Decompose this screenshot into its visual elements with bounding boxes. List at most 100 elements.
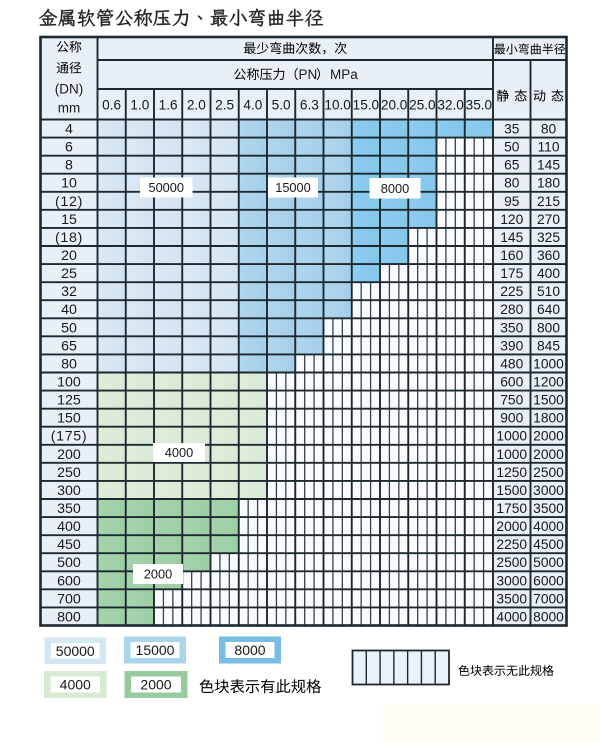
svg-text:4.0: 4.0: [243, 98, 262, 113]
svg-text:1500: 1500: [533, 393, 564, 408]
svg-text:4: 4: [65, 122, 73, 138]
svg-text:50000: 50000: [56, 643, 95, 659]
svg-text:50: 50: [61, 320, 77, 336]
svg-text:400: 400: [537, 266, 560, 281]
svg-text:4000: 4000: [60, 677, 91, 693]
svg-text:25.0: 25.0: [409, 98, 436, 113]
svg-text:215: 215: [537, 194, 560, 209]
svg-text:7000: 7000: [533, 591, 564, 606]
svg-text:640: 640: [537, 302, 560, 317]
svg-text:600: 600: [500, 375, 523, 390]
svg-text:10: 10: [61, 176, 77, 192]
svg-text:145: 145: [537, 158, 560, 173]
svg-text:2.5: 2.5: [215, 98, 234, 113]
svg-text:1800: 1800: [533, 411, 564, 426]
svg-text:2000: 2000: [496, 519, 527, 534]
svg-text:8000: 8000: [533, 609, 564, 624]
svg-text:750: 750: [500, 393, 523, 408]
svg-text:50: 50: [504, 140, 520, 155]
svg-text:400: 400: [57, 519, 81, 535]
svg-text:15.0: 15.0: [353, 98, 380, 113]
svg-text:6.3: 6.3: [300, 98, 319, 113]
svg-text:(DN): (DN): [55, 82, 84, 97]
svg-text:2250: 2250: [496, 537, 527, 552]
svg-text:4000: 4000: [533, 519, 564, 534]
svg-text:1000: 1000: [496, 429, 527, 444]
svg-text:3000: 3000: [533, 483, 564, 498]
svg-text:80: 80: [504, 176, 520, 191]
svg-text:40: 40: [61, 302, 77, 318]
svg-text:80: 80: [541, 122, 557, 137]
svg-text:50000: 50000: [148, 180, 184, 195]
svg-text:1000: 1000: [533, 356, 564, 371]
svg-text:4500: 4500: [533, 537, 564, 552]
svg-text:180: 180: [537, 176, 560, 191]
svg-text:(175): (175): [51, 429, 88, 445]
svg-text:15: 15: [61, 212, 77, 228]
svg-text:145: 145: [500, 230, 523, 245]
svg-text:125: 125: [57, 393, 81, 409]
svg-text:6: 6: [65, 140, 73, 156]
svg-text:270: 270: [537, 212, 560, 227]
svg-text:10.0: 10.0: [324, 98, 351, 113]
svg-text:65: 65: [61, 338, 77, 354]
svg-text:2000: 2000: [140, 677, 171, 693]
svg-text:35: 35: [504, 122, 520, 137]
svg-text:110: 110: [538, 140, 560, 155]
svg-text:2000: 2000: [533, 429, 564, 444]
svg-text:200: 200: [57, 447, 81, 463]
svg-text:5000: 5000: [533, 555, 564, 570]
svg-text:1200: 1200: [533, 375, 564, 390]
svg-text:150: 150: [57, 411, 81, 427]
svg-text:6000: 6000: [533, 573, 564, 588]
svg-text:15000: 15000: [136, 642, 175, 658]
svg-text:845: 845: [537, 338, 560, 353]
svg-text:3500: 3500: [496, 591, 527, 606]
svg-text:500: 500: [57, 555, 81, 571]
svg-text:4000: 4000: [496, 609, 527, 624]
svg-text:5.0: 5.0: [272, 98, 291, 113]
svg-text:2.0: 2.0: [187, 98, 206, 113]
svg-text:350: 350: [500, 320, 523, 335]
svg-text:800: 800: [57, 609, 81, 625]
svg-text:1750: 1750: [496, 501, 527, 516]
svg-text:32: 32: [61, 284, 77, 300]
svg-text:(12): (12): [55, 194, 83, 210]
svg-text:15000: 15000: [275, 180, 311, 195]
svg-text:65: 65: [504, 158, 520, 173]
svg-text:350: 350: [57, 501, 81, 517]
svg-text:1.0: 1.0: [130, 98, 149, 113]
svg-text:250: 250: [57, 465, 81, 481]
svg-text:480: 480: [500, 356, 523, 371]
svg-text:325: 325: [537, 230, 560, 245]
svg-text:4000: 4000: [165, 445, 193, 460]
svg-text:PN: PN: [299, 67, 318, 82]
svg-text:32.0: 32.0: [437, 98, 464, 113]
svg-text:8000: 8000: [381, 181, 409, 196]
svg-text:MPa: MPa: [330, 67, 358, 82]
svg-text:35.0: 35.0: [466, 98, 493, 113]
svg-text:20: 20: [61, 248, 77, 264]
svg-text:1500: 1500: [496, 483, 527, 498]
svg-text:2000: 2000: [533, 447, 564, 462]
svg-text:1250: 1250: [496, 465, 527, 480]
svg-text:3000: 3000: [496, 573, 527, 588]
svg-text:95: 95: [504, 194, 520, 209]
svg-text:390: 390: [500, 338, 523, 353]
svg-text:2500: 2500: [533, 465, 564, 480]
svg-text:0.6: 0.6: [102, 98, 121, 113]
svg-text:120: 120: [500, 212, 523, 227]
svg-text:175: 175: [500, 266, 523, 281]
svg-text:360: 360: [537, 248, 560, 263]
svg-text:280: 280: [500, 302, 523, 317]
svg-text:2500: 2500: [496, 555, 527, 570]
svg-text:3500: 3500: [533, 501, 564, 516]
svg-text:1.6: 1.6: [159, 98, 178, 113]
svg-text:2000: 2000: [144, 567, 172, 582]
svg-text:8: 8: [65, 158, 73, 174]
svg-text:100: 100: [57, 375, 81, 391]
svg-text:300: 300: [57, 483, 81, 499]
svg-text:900: 900: [500, 411, 523, 426]
svg-text:8000: 8000: [234, 642, 265, 658]
svg-text:510: 510: [537, 284, 560, 299]
